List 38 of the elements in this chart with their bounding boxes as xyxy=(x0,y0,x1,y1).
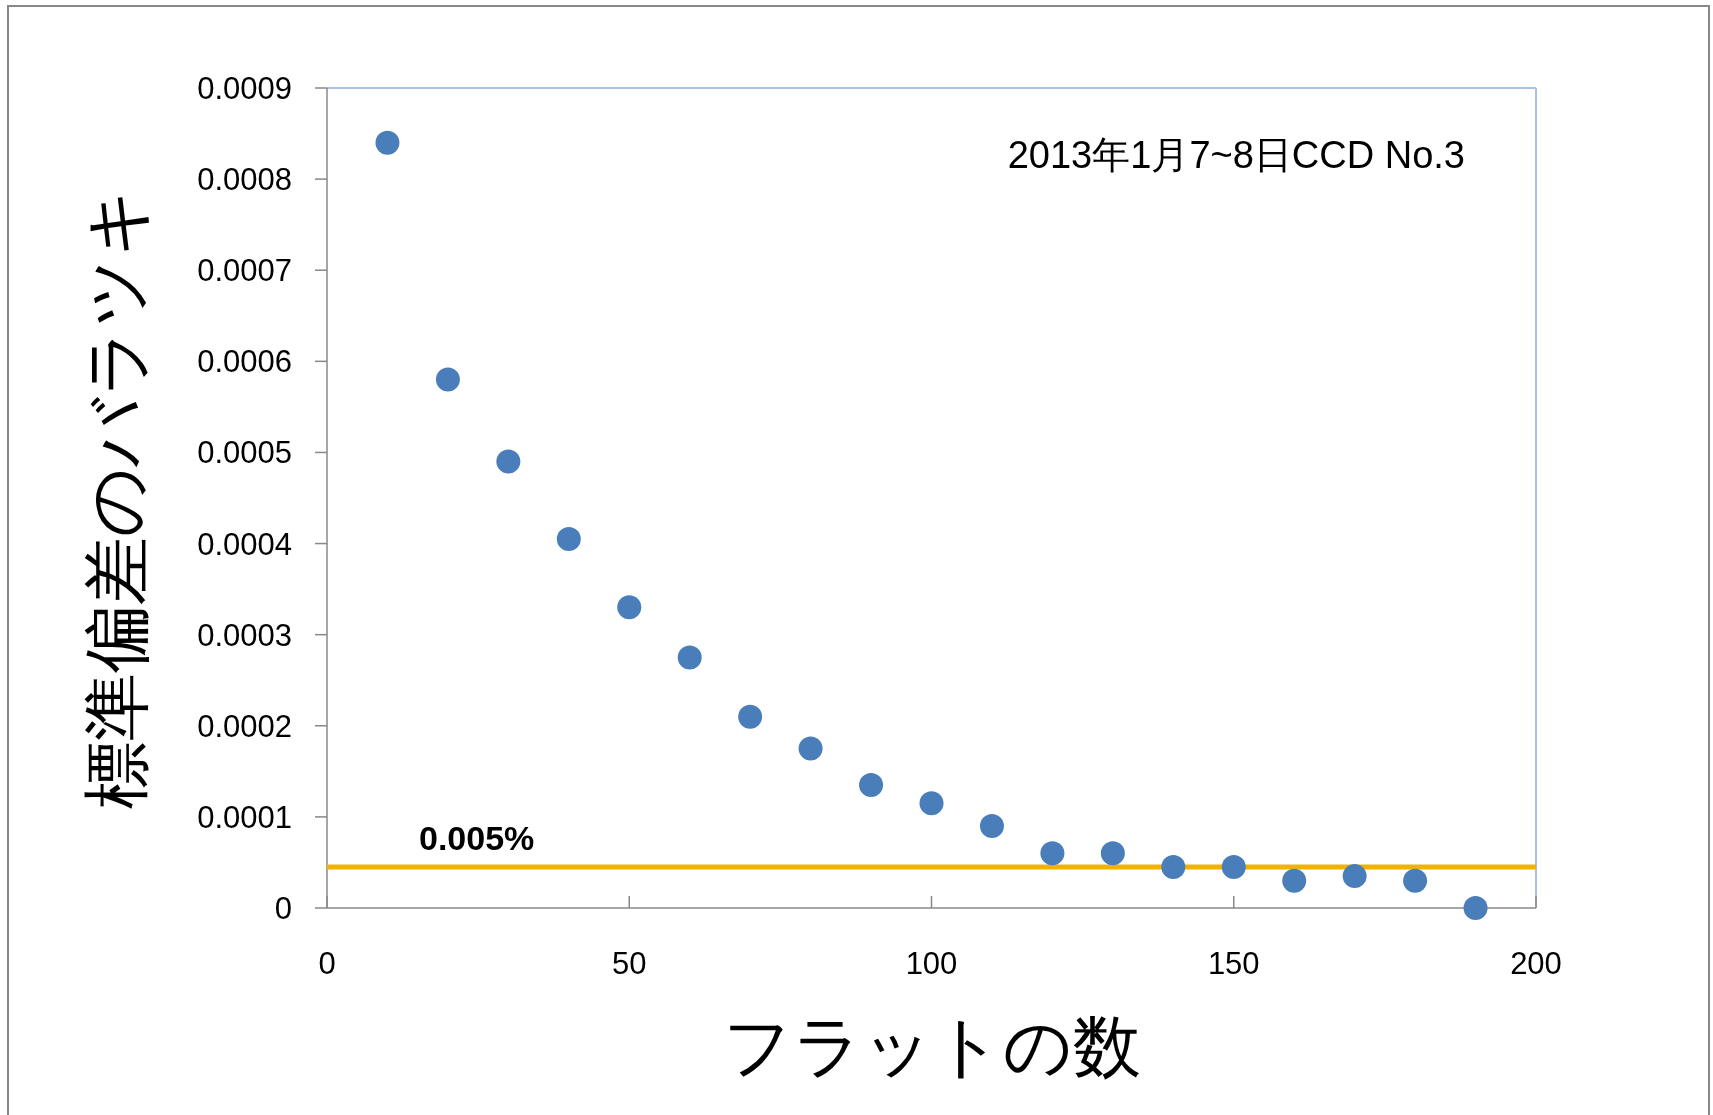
point xyxy=(1100,841,1125,866)
point xyxy=(375,130,400,155)
x-tick-label: 50 xyxy=(612,946,647,981)
x-axis-title: フラットの数 xyxy=(722,1008,1141,1084)
y-tick-label: 0.0004 xyxy=(197,526,292,562)
y-tick-label: 0.0003 xyxy=(197,617,292,653)
ref-line-label: 0.005% xyxy=(419,819,535,857)
point xyxy=(677,645,702,670)
y-tick-label: 0.0007 xyxy=(197,253,292,289)
point xyxy=(1463,896,1488,920)
point xyxy=(496,449,521,474)
y-tick-label: 0 xyxy=(274,891,292,926)
annotation: 2013年1月7~8日CCD No.3 xyxy=(1007,134,1465,176)
point xyxy=(1403,868,1428,893)
point xyxy=(859,773,884,797)
y-tick-label: 0.0001 xyxy=(197,799,292,835)
point xyxy=(919,791,944,816)
point xyxy=(979,814,1004,838)
point xyxy=(617,595,642,620)
point xyxy=(556,527,581,551)
point xyxy=(798,736,823,761)
y-axis-title: 標準偏差のバラツキ xyxy=(78,187,154,809)
point xyxy=(738,704,763,729)
y-tick-label: 0.0009 xyxy=(197,71,292,106)
y-tick-label: 0.0002 xyxy=(197,708,292,744)
x-tick-label: 200 xyxy=(1510,946,1562,981)
y-tick-label: 0.0008 xyxy=(197,162,292,198)
point xyxy=(435,367,460,392)
x-tick-label: 100 xyxy=(905,946,958,981)
y-tick-label: 0.0005 xyxy=(197,435,292,471)
point xyxy=(1221,855,1246,879)
point xyxy=(1342,864,1367,889)
point xyxy=(1040,841,1065,866)
y-tick-label: 0.0006 xyxy=(197,344,292,380)
point xyxy=(1282,868,1307,893)
x-tick-label: 150 xyxy=(1207,946,1260,981)
x-tick-label: 0 xyxy=(318,946,336,981)
point xyxy=(1161,855,1186,879)
